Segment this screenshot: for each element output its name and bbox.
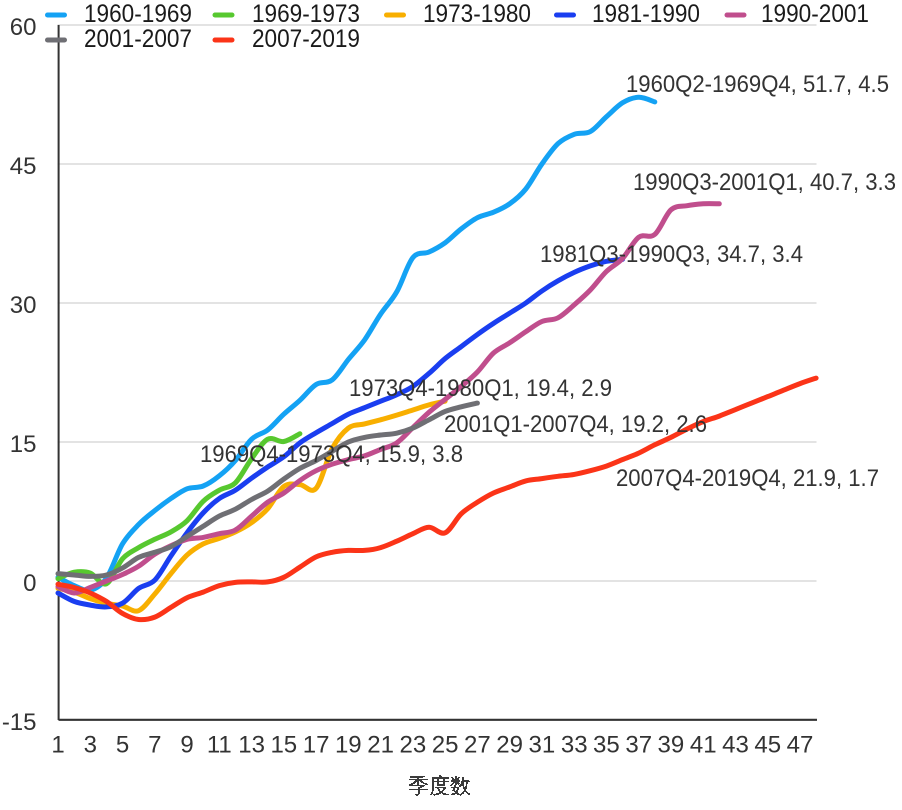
svg-text:47: 47	[787, 732, 814, 759]
svg-text:25: 25	[432, 732, 459, 759]
svg-text:1969Q4-1973Q4, 15.9, 3.8: 1969Q4-1973Q4, 15.9, 3.8	[200, 441, 463, 468]
svg-text:1981-1990: 1981-1990	[592, 0, 700, 28]
svg-text:29: 29	[496, 732, 523, 759]
svg-text:23: 23	[400, 732, 427, 759]
svg-text:45: 45	[754, 732, 781, 759]
svg-text:31: 31	[529, 732, 556, 759]
svg-text:3: 3	[84, 732, 97, 759]
svg-text:2001-2007: 2001-2007	[84, 25, 192, 53]
svg-text:2007Q4-2019Q4, 21.9, 1.7: 2007Q4-2019Q4, 21.9, 1.7	[616, 465, 879, 492]
svg-text:1960Q2-1969Q4, 51.7, 4.5: 1960Q2-1969Q4, 51.7, 4.5	[626, 71, 889, 98]
svg-text:9: 9	[180, 732, 193, 759]
svg-text:33: 33	[561, 732, 588, 759]
svg-text:17: 17	[303, 732, 330, 759]
svg-text:1990-2001: 1990-2001	[761, 0, 869, 28]
svg-text:1990Q3-2001Q1, 40.7, 3.3: 1990Q3-2001Q1, 40.7, 3.3	[633, 169, 896, 196]
svg-text:37: 37	[625, 732, 652, 759]
svg-text:41: 41	[690, 732, 717, 759]
svg-text:11: 11	[207, 732, 232, 759]
svg-text:-15: -15	[2, 709, 37, 736]
svg-text:1973-1980: 1973-1980	[423, 0, 531, 28]
svg-text:39: 39	[658, 732, 685, 759]
svg-text:1973Q4-1980Q1, 19.4, 2.9: 1973Q4-1980Q1, 19.4, 2.9	[349, 375, 612, 402]
svg-text:1: 1	[51, 732, 64, 759]
svg-text:2001Q1-2007Q4, 19.2, 2.6: 2001Q1-2007Q4, 19.2, 2.6	[444, 411, 707, 438]
svg-text:2007-2019: 2007-2019	[252, 25, 360, 53]
svg-text:7: 7	[148, 732, 161, 759]
svg-text:1981Q3-1990Q3, 34.7, 3.4: 1981Q3-1990Q3, 34.7, 3.4	[540, 241, 803, 268]
svg-text:15: 15	[10, 431, 37, 458]
svg-text:43: 43	[722, 732, 749, 759]
svg-text:1969-1973: 1969-1973	[252, 0, 360, 28]
svg-text:60: 60	[10, 14, 37, 41]
svg-text:21: 21	[367, 732, 394, 759]
svg-text:35: 35	[593, 732, 620, 759]
svg-text:19: 19	[335, 732, 362, 759]
svg-text:1960-1969: 1960-1969	[84, 0, 192, 28]
svg-text:0: 0	[23, 570, 36, 597]
svg-text:15: 15	[270, 732, 297, 759]
svg-text:45: 45	[10, 153, 37, 180]
svg-text:30: 30	[10, 292, 37, 319]
svg-text:27: 27	[464, 732, 491, 759]
svg-text:5: 5	[116, 732, 129, 759]
svg-text:13: 13	[238, 732, 265, 759]
